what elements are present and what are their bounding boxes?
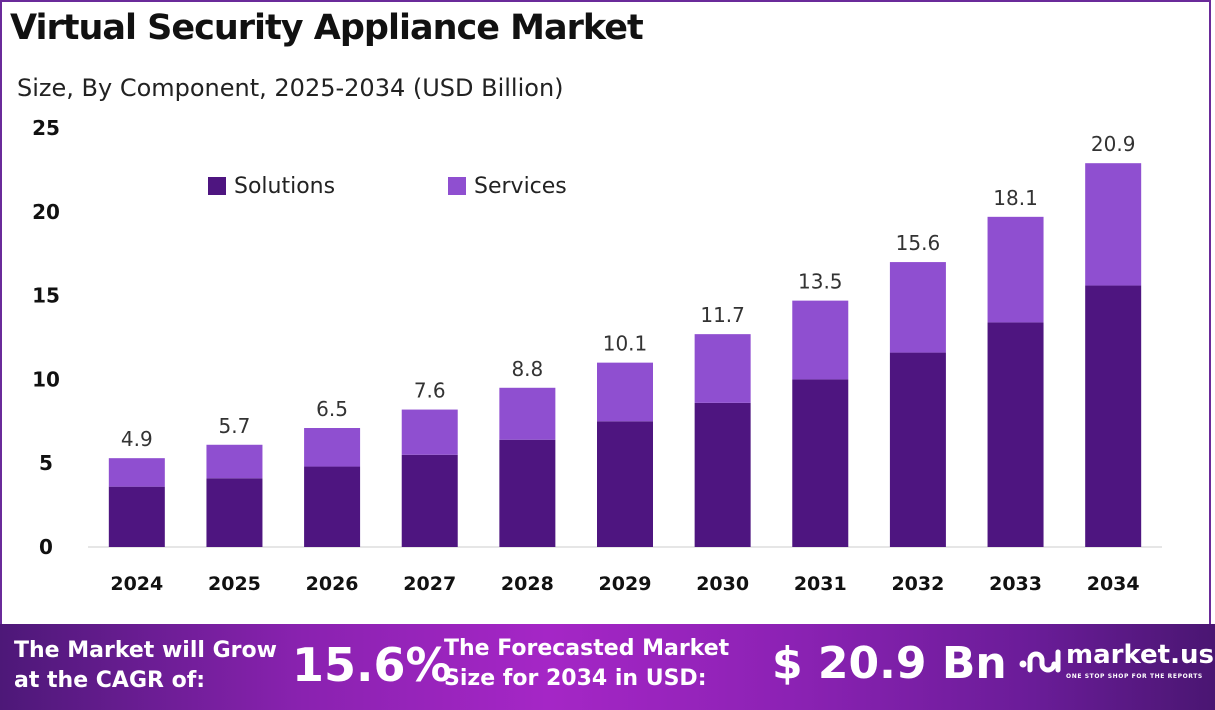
forecast-label: The Forecasted Market Size for 2034 in US…: [444, 634, 729, 694]
x-tick-label: 2027: [403, 573, 456, 595]
cagr-label: The Market will Grow at the CAGR of:: [14, 636, 277, 696]
x-tick-label: 2030: [696, 573, 749, 595]
total-label: 4.9: [121, 427, 153, 451]
total-label: 10.1: [603, 332, 648, 356]
bar-services: [792, 300, 849, 380]
cagr-label-line1: The Market will Grow: [14, 638, 277, 663]
x-tick-label: 2024: [110, 573, 163, 595]
logo-text: market.us: [1066, 640, 1214, 670]
x-tick-label: 2033: [989, 573, 1042, 595]
total-label: 18.1: [993, 186, 1038, 210]
bar-solutions: [1085, 285, 1142, 547]
total-label: 11.7: [700, 303, 745, 327]
bar-solutions: [499, 439, 556, 547]
total-label: 20.9: [1091, 132, 1136, 156]
total-label: 15.6: [896, 231, 941, 255]
x-tick-label: 2025: [208, 573, 261, 595]
chart-frame: [0, 0, 1211, 660]
logo-tagline: ONE STOP SHOP FOR THE REPORTS: [1066, 673, 1203, 680]
forecast-label-line2: Size for 2034 in USD:: [444, 666, 707, 691]
forecast-value: $ 20.9 Bn: [772, 638, 1007, 689]
bar-services: [1085, 163, 1142, 286]
x-tick-label: 2032: [891, 573, 944, 595]
x-tick-label: 2026: [306, 573, 359, 595]
cagr-value: 15.6%: [292, 638, 452, 692]
y-tick-label: 0: [39, 535, 53, 559]
total-label: 8.8: [511, 357, 543, 381]
total-label: 5.7: [219, 414, 251, 438]
logo-icon: [1019, 649, 1061, 673]
bar-chart: 05101520254.920245.720256.520267.620278.…: [32, 116, 1162, 595]
legend-swatch-solutions: [208, 177, 226, 195]
bar-services: [108, 458, 165, 487]
bar-solutions: [792, 379, 849, 547]
legend-label: Solutions: [234, 174, 335, 199]
y-tick-label: 20: [32, 200, 60, 224]
bar-solutions: [401, 454, 458, 547]
bar-solutions: [694, 402, 751, 547]
bar-solutions: [206, 478, 263, 547]
chart-subtitle: Size, By Component, 2025-2034 (USD Billi…: [17, 74, 564, 102]
total-label: 6.5: [316, 397, 348, 421]
x-tick-label: 2031: [794, 573, 847, 595]
y-tick-label: 5: [39, 451, 53, 475]
bar-solutions: [987, 322, 1044, 547]
legend-label: Services: [474, 174, 567, 199]
bar-services: [401, 409, 458, 455]
y-tick-label: 25: [32, 116, 60, 140]
bar-solutions: [108, 486, 165, 547]
legend-swatch-services: [448, 177, 466, 195]
x-tick-label: 2028: [501, 573, 554, 595]
chart-title: Virtual Security Appliance Market: [10, 8, 644, 48]
y-tick-label: 15: [32, 284, 60, 308]
x-tick-label: 2029: [599, 573, 652, 595]
bar-services: [499, 387, 556, 440]
x-tick-label: 2034: [1087, 573, 1140, 595]
y-tick-label: 10: [32, 367, 60, 391]
bar-services: [694, 334, 751, 403]
bar-services: [597, 362, 653, 422]
bar-services: [987, 216, 1044, 323]
total-label: 7.6: [414, 379, 446, 403]
bar-solutions: [304, 466, 361, 547]
bar-solutions: [889, 352, 946, 547]
bar-solutions: [597, 421, 653, 547]
bar-services: [889, 262, 946, 353]
bar-services: [206, 444, 263, 479]
total-label: 13.5: [798, 270, 843, 294]
summary-banner: The Market will Grow at the CAGR of: 15.6…: [0, 624, 1215, 710]
bar-services: [304, 428, 361, 467]
cagr-label-line2: at the CAGR of:: [14, 668, 206, 693]
forecast-label-line1: The Forecasted Market: [444, 636, 730, 661]
